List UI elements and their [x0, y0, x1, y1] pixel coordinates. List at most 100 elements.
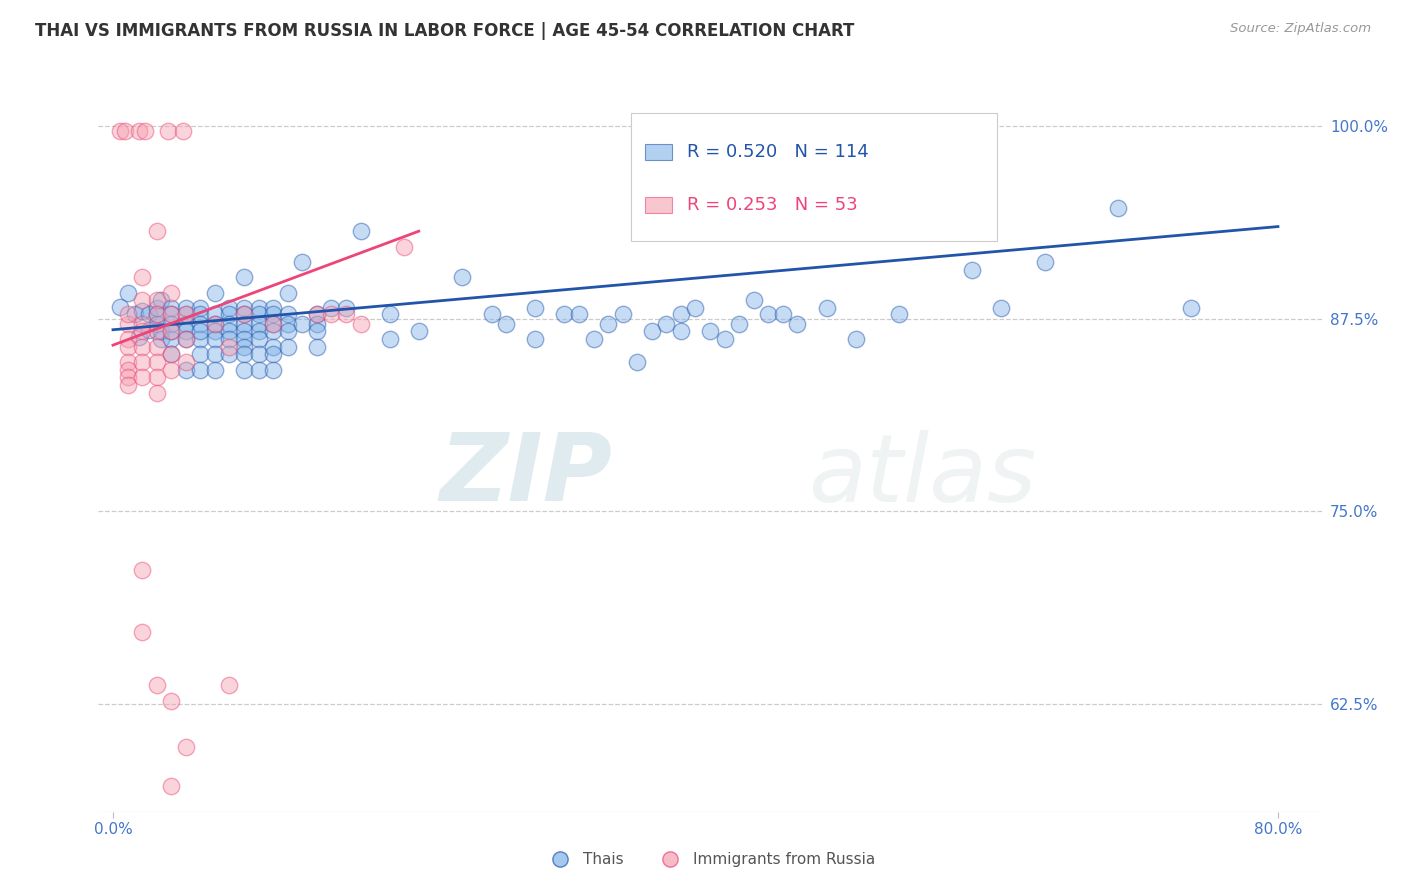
- Point: [145, 370, 167, 384]
- Point: [145, 307, 167, 321]
- Point: [598, 317, 620, 331]
- Point: [218, 347, 240, 361]
- Point: [233, 301, 256, 315]
- Point: [117, 363, 139, 377]
- Point: [160, 324, 183, 338]
- Point: [204, 307, 226, 321]
- Point: [150, 293, 173, 308]
- Point: [932, 194, 955, 208]
- Point: [131, 324, 153, 338]
- Point: [160, 285, 183, 300]
- Point: [204, 317, 226, 331]
- Point: [174, 307, 197, 321]
- Point: [160, 332, 183, 346]
- Point: [685, 301, 707, 315]
- Point: [495, 317, 517, 331]
- Point: [160, 301, 183, 315]
- Point: [131, 317, 153, 331]
- Point: [772, 307, 794, 321]
- Point: [277, 324, 299, 338]
- Point: [553, 307, 575, 321]
- Point: [394, 239, 416, 253]
- Point: [188, 307, 212, 321]
- Point: [262, 317, 284, 331]
- Point: [742, 293, 765, 308]
- Point: [117, 370, 139, 384]
- Point: [1107, 201, 1129, 215]
- Point: [262, 317, 284, 331]
- Point: [305, 340, 328, 354]
- Point: [1033, 255, 1056, 269]
- Point: [157, 124, 180, 138]
- Point: [1180, 301, 1202, 315]
- Point: [145, 678, 167, 692]
- Point: [568, 307, 591, 321]
- Point: [233, 340, 256, 354]
- Point: [172, 124, 194, 138]
- Point: [114, 124, 136, 138]
- Point: [174, 301, 197, 315]
- FancyBboxPatch shape: [645, 144, 672, 160]
- Text: ZIP: ZIP: [439, 429, 612, 521]
- Point: [655, 317, 678, 331]
- Point: [160, 347, 183, 361]
- Point: [150, 332, 173, 346]
- Point: [262, 347, 284, 361]
- Point: [728, 317, 751, 331]
- Point: [204, 324, 226, 338]
- Point: [349, 224, 371, 238]
- Point: [451, 270, 474, 285]
- Point: [145, 355, 167, 369]
- Point: [262, 340, 284, 354]
- Point: [188, 347, 212, 361]
- Point: [247, 301, 270, 315]
- Point: [713, 332, 735, 346]
- Point: [960, 262, 983, 277]
- Point: [131, 370, 153, 384]
- Point: [160, 694, 183, 708]
- Point: [990, 301, 1012, 315]
- Point: [174, 332, 197, 346]
- Point: [131, 270, 153, 285]
- Point: [145, 340, 167, 354]
- Point: [277, 285, 299, 300]
- Point: [378, 332, 401, 346]
- Point: [524, 301, 547, 315]
- Point: [131, 340, 153, 354]
- Point: [174, 332, 197, 346]
- Legend: Thais, Immigrants from Russia: Thais, Immigrants from Russia: [538, 847, 882, 873]
- Point: [160, 307, 183, 321]
- Point: [321, 301, 343, 315]
- Point: [756, 307, 779, 321]
- Point: [233, 317, 256, 331]
- Text: R = 0.253   N = 53: R = 0.253 N = 53: [686, 196, 858, 214]
- Point: [378, 307, 401, 321]
- Point: [145, 317, 167, 331]
- Point: [247, 307, 270, 321]
- Point: [145, 293, 167, 308]
- Point: [131, 563, 153, 577]
- Point: [335, 307, 357, 321]
- Point: [786, 317, 808, 331]
- Point: [134, 124, 156, 138]
- Point: [233, 270, 256, 285]
- Text: THAI VS IMMIGRANTS FROM RUSSIA IN LABOR FORCE | AGE 45-54 CORRELATION CHART: THAI VS IMMIGRANTS FROM RUSSIA IN LABOR …: [35, 22, 855, 40]
- Point: [138, 307, 160, 321]
- Point: [524, 332, 547, 346]
- Point: [204, 317, 226, 331]
- Point: [408, 324, 430, 338]
- Point: [131, 355, 153, 369]
- Point: [262, 363, 284, 377]
- Point: [138, 323, 160, 337]
- Point: [233, 332, 256, 346]
- Point: [160, 307, 183, 321]
- Text: atlas: atlas: [808, 430, 1036, 521]
- Point: [612, 307, 634, 321]
- Point: [174, 363, 197, 377]
- Point: [262, 324, 284, 338]
- Point: [349, 317, 371, 331]
- Point: [128, 124, 150, 138]
- Point: [233, 363, 256, 377]
- Point: [699, 324, 721, 338]
- Point: [174, 355, 197, 369]
